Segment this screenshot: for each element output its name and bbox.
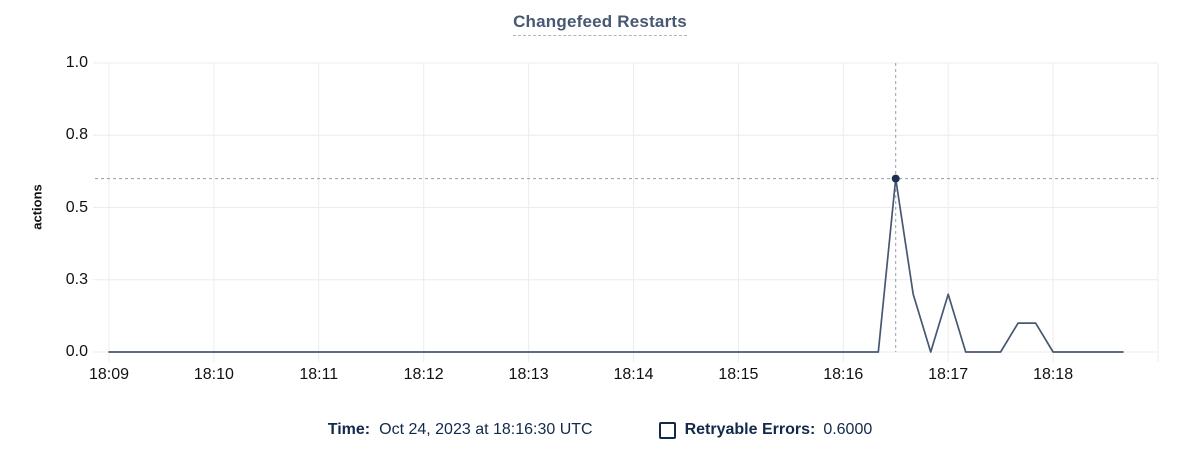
chart-title[interactable]: Changefeed Restarts <box>513 12 687 36</box>
series-value: 0.6000 <box>823 421 873 438</box>
x-axis-tick-label: 18:09 <box>88 366 129 383</box>
series-label: Retryable Errors: <box>684 421 816 438</box>
y-axis-tick-label: 0.3 <box>65 270 88 288</box>
y-axis-tick-label: 0.8 <box>65 126 88 144</box>
x-axis-tick-label: 18:14 <box>613 366 654 383</box>
x-axis-tick-label: 18:16 <box>823 366 864 383</box>
legend-item-retryable-errors[interactable]: Retryable Errors: 0.6000 <box>658 421 873 439</box>
hover-legend: Time: Oct 24, 2023 at 18:16:30 UTC Retry… <box>0 421 1200 439</box>
x-axis-tick-label: 18:12 <box>403 366 444 383</box>
time-label: Time: <box>327 421 371 438</box>
x-axis-tick-label: 18:18 <box>1033 366 1074 383</box>
x-axis-tick-label: 18:13 <box>508 366 549 383</box>
x-axis-tick-label: 18:15 <box>718 366 759 383</box>
y-axis-tick-label: 0.0 <box>65 343 88 360</box>
x-axis-tick-label: 18:10 <box>193 366 234 383</box>
series-checkbox[interactable] <box>658 421 676 439</box>
time-value: Oct 24, 2023 at 18:16:30 UTC <box>379 421 593 438</box>
x-axis-tick-label: 18:11 <box>299 366 339 383</box>
chart-header: Changefeed Restarts <box>0 12 1200 36</box>
y-axis-tick-label: 1.0 <box>65 54 88 71</box>
plot-area[interactable] <box>0 0 1200 400</box>
hover-time: Time: Oct 24, 2023 at 18:16:30 UTC <box>328 421 593 439</box>
hover-point-dot <box>891 174 900 183</box>
x-axis-tick-label: 18:17 <box>928 366 969 383</box>
series-line <box>108 177 1124 353</box>
y-axis-tick-label: 0.5 <box>65 198 88 216</box>
